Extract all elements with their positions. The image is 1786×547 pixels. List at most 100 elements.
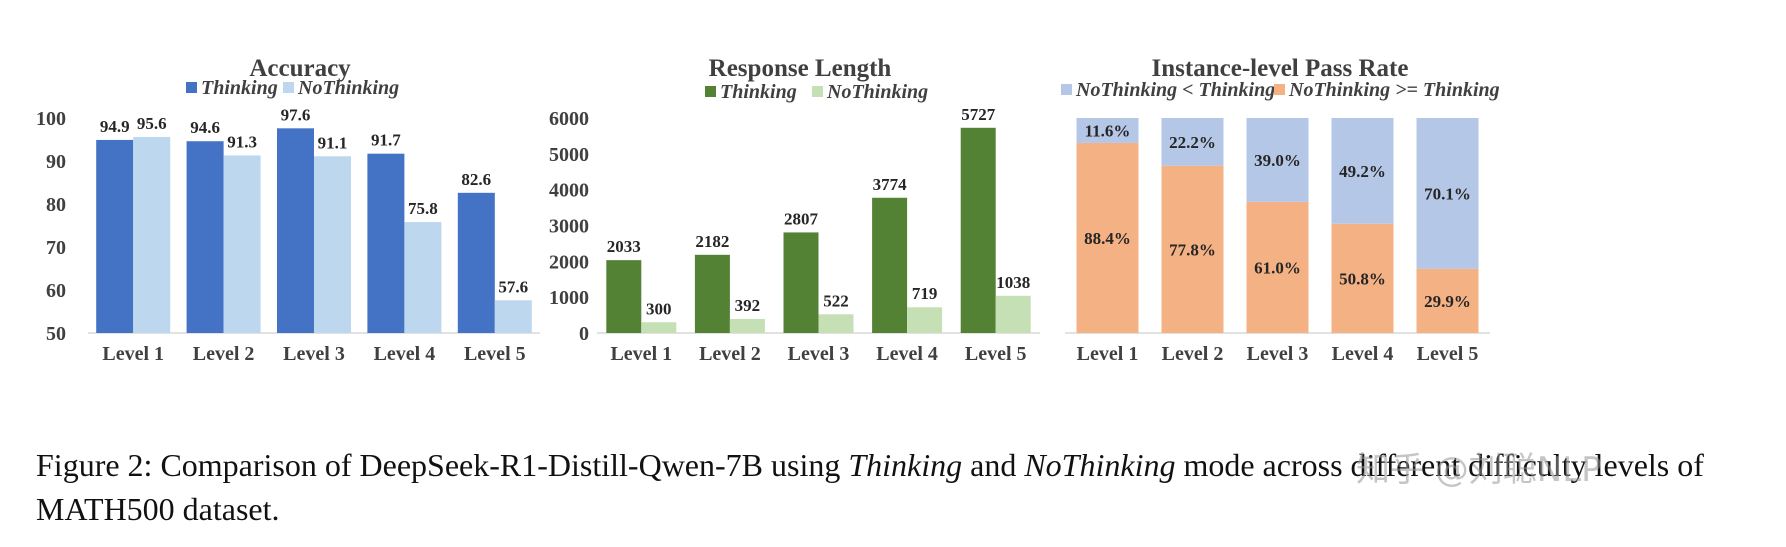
caption-prefix: Figure 2: Comparison of DeepSeek-R1-Dist…	[36, 447, 849, 483]
response-length-ytick-6000: 6000	[549, 108, 589, 130]
accuracy-ytick-90: 90	[46, 151, 66, 173]
accuracy-bar-thinking-level-5	[457, 192, 495, 333]
caption-and: and	[962, 447, 1025, 483]
instance-level-pass-rate-legend-label-nothinking-thinking: NoThinking >= Thinking	[1288, 79, 1500, 101]
response-length-data-label-thinking-level-4: 3774	[873, 175, 908, 194]
accuracy-bar-nothinking-level-2	[223, 155, 261, 333]
response-length-bar-thinking-level-4	[872, 197, 908, 333]
accuracy-ytick-60: 60	[46, 280, 66, 302]
response-length-legend-label-thinking: Thinking	[720, 81, 797, 103]
accuracy-ytick-70: 70	[46, 237, 66, 259]
response-length-xtick-level-3: Level 3	[788, 343, 850, 365]
accuracy-legend-label-nothinking: NoThinking	[297, 77, 399, 99]
accuracy-bar-nothinking-level-5	[494, 300, 532, 333]
instance-level-pass-rate-data-label-nothinking-thinking-level-1: 88.4%	[1084, 229, 1131, 248]
response-length-data-label-nothinking-level-1: 300	[646, 299, 672, 318]
instance-level-pass-rate-xtick-level-2: Level 2	[1162, 343, 1224, 365]
accuracy-title: Accuracy	[249, 55, 351, 82]
response-length-xtick-level-2: Level 2	[699, 343, 761, 365]
accuracy-bar-nothinking-level-4	[404, 222, 442, 333]
accuracy-data-label-thinking-level-3: 97.6	[281, 105, 311, 124]
response-length-data-label-thinking-level-5: 5727	[961, 105, 996, 124]
accuracy-legend-swatch-thinking	[186, 82, 197, 93]
instance-level-pass-rate-bar-nothinking-thinking-level-2	[1161, 118, 1224, 166]
accuracy-xtick-level-2: Level 2	[193, 343, 255, 365]
instance-level-pass-rate-data-label-nothinking-thinking-level-4: 50.8%	[1339, 269, 1386, 288]
response-length-xtick-level-5: Level 5	[965, 343, 1027, 365]
accuracy-data-label-thinking-level-2: 94.6	[190, 118, 220, 137]
response-length-xtick-level-1: Level 1	[610, 343, 672, 365]
instance-level-pass-rate-xtick-level-4: Level 4	[1332, 343, 1394, 365]
caption-nothinking: NoThinking	[1024, 447, 1176, 483]
response-length-data-label-thinking-level-2: 2182	[695, 232, 729, 251]
accuracy-xtick-level-4: Level 4	[374, 343, 436, 365]
response-length-bar-nothinking-level-2	[729, 318, 765, 333]
accuracy-data-label-thinking-level-1: 94.9	[100, 117, 130, 136]
response-length-ytick-4000: 4000	[549, 180, 589, 202]
accuracy-data-label-nothinking-level-4: 75.8	[408, 199, 438, 218]
instance-level-pass-rate-xtick-level-5: Level 5	[1417, 343, 1479, 365]
instance-level-pass-rate-legend-swatch-nothinking-thinking	[1274, 84, 1285, 95]
accuracy-legend-swatch-nothinking	[283, 82, 294, 93]
response-length-legend-swatch-thinking	[705, 86, 716, 97]
accuracy-data-label-nothinking-level-2: 91.3	[227, 132, 257, 151]
accuracy-data-label-thinking-level-5: 82.6	[461, 170, 491, 189]
response-length-bar-nothinking-level-5	[995, 295, 1031, 333]
accuracy-bar-thinking-level-4	[367, 153, 405, 333]
response-length-xtick-level-4: Level 4	[876, 343, 938, 365]
instance-level-pass-rate-data-label-nothinking-thinking-level-5: 70.1%	[1424, 184, 1471, 203]
instance-level-pass-rate-data-label-nothinking-thinking-level-2: 77.8%	[1169, 240, 1216, 259]
instance-level-pass-rate-bar-nothinking-thinking-level-3	[1246, 118, 1309, 202]
instance-level-pass-rate-bar-nothinking-thinking-level-3	[1246, 201, 1309, 333]
response-length-ytick-0: 0	[579, 323, 589, 345]
instance-level-pass-rate-xtick-level-3: Level 3	[1247, 343, 1309, 365]
instance-level-pass-rate-data-label-nothinking-thinking-level-5: 29.9%	[1424, 292, 1471, 311]
response-length-data-label-nothinking-level-3: 522	[823, 291, 849, 310]
response-length-data-label-nothinking-level-4: 719	[912, 284, 938, 303]
accuracy-bar-thinking-level-1	[96, 139, 134, 333]
accuracy-bar-nothinking-level-1	[133, 136, 171, 333]
accuracy-xtick-level-5: Level 5	[464, 343, 526, 365]
response-length-bar-thinking-level-3	[783, 232, 819, 333]
accuracy-ytick-80: 80	[46, 194, 66, 216]
response-length-bar-nothinking-level-4	[907, 307, 943, 333]
response-length-bar-nothinking-level-3	[818, 314, 854, 333]
figure: Accuracy Thinking NoThinking 50 60 70 80 90 100 9…	[36, 55, 1500, 365]
instance-level-pass-rate-bar-nothinking-thinking-level-4	[1331, 118, 1394, 224]
response-length-ytick-1000: 1000	[549, 287, 589, 309]
instance-level-pass-rate-legend-label-nothinking-thinking: NoThinking < Thinking	[1075, 79, 1275, 101]
response-length-data-label-thinking-level-3: 2807	[784, 209, 819, 228]
response-length-legend-label-nothinking: NoThinking	[826, 81, 928, 103]
response-length-data-label-nothinking-level-5: 1038	[996, 273, 1030, 292]
response-length-data-label-thinking-level-1: 2033	[607, 237, 641, 256]
response-length-ytick-5000: 5000	[549, 144, 589, 166]
accuracy-data-label-nothinking-level-3: 91.1	[318, 133, 348, 152]
response-length-ytick-2000: 2000	[549, 251, 589, 273]
response-length-bar-thinking-level-1	[606, 260, 642, 333]
accuracy-data-label-nothinking-level-5: 57.6	[498, 277, 528, 296]
accuracy-bar-thinking-level-3	[277, 128, 314, 333]
response-length-bar-thinking-level-5	[960, 127, 996, 333]
accuracy-data-label-thinking-level-4: 91.7	[371, 131, 401, 150]
instance-level-pass-rate-bar-nothinking-thinking-level-1	[1076, 142, 1139, 333]
instance-level-pass-rate-legend-swatch-nothinking-thinking	[1061, 84, 1072, 95]
instance-level-pass-rate-bar-nothinking-thinking-level-4	[1331, 223, 1394, 333]
instance-level-pass-rate-title: Instance-level Pass Rate	[1152, 55, 1409, 82]
caption-suffix: mode across different difficulty levels …	[36, 447, 1704, 527]
instance-level-pass-rate-data-label-nothinking-thinking-level-1: 11.6%	[1085, 121, 1131, 140]
watermark: 知乎 @刘聪NLP	[1356, 450, 1602, 490]
response-length-title: Response Length	[709, 55, 892, 82]
instance-level-pass-rate-bar-nothinking-thinking-level-2	[1161, 165, 1224, 333]
instance-level-pass-rate-bar-nothinking-thinking-level-5	[1416, 268, 1479, 333]
accuracy-xtick-level-3: Level 3	[283, 343, 345, 365]
caption-thinking: Thinking	[848, 447, 963, 483]
figure-caption: Figure 2: Comparison of DeepSeek-R1-Dist…	[36, 443, 1736, 531]
instance-level-pass-rate-bar-nothinking-thinking-level-5	[1416, 118, 1479, 269]
accuracy-bar-thinking-level-2	[186, 141, 224, 333]
response-length-bar-thinking-level-2	[694, 254, 730, 333]
instance-level-pass-rate-data-label-nothinking-thinking-level-2: 22.2%	[1169, 133, 1216, 152]
response-length-bar-nothinking-level-1	[641, 322, 677, 333]
response-length-ytick-3000: 3000	[549, 216, 589, 238]
instance-level-pass-rate-data-label-nothinking-thinking-level-4: 49.2%	[1339, 162, 1386, 181]
